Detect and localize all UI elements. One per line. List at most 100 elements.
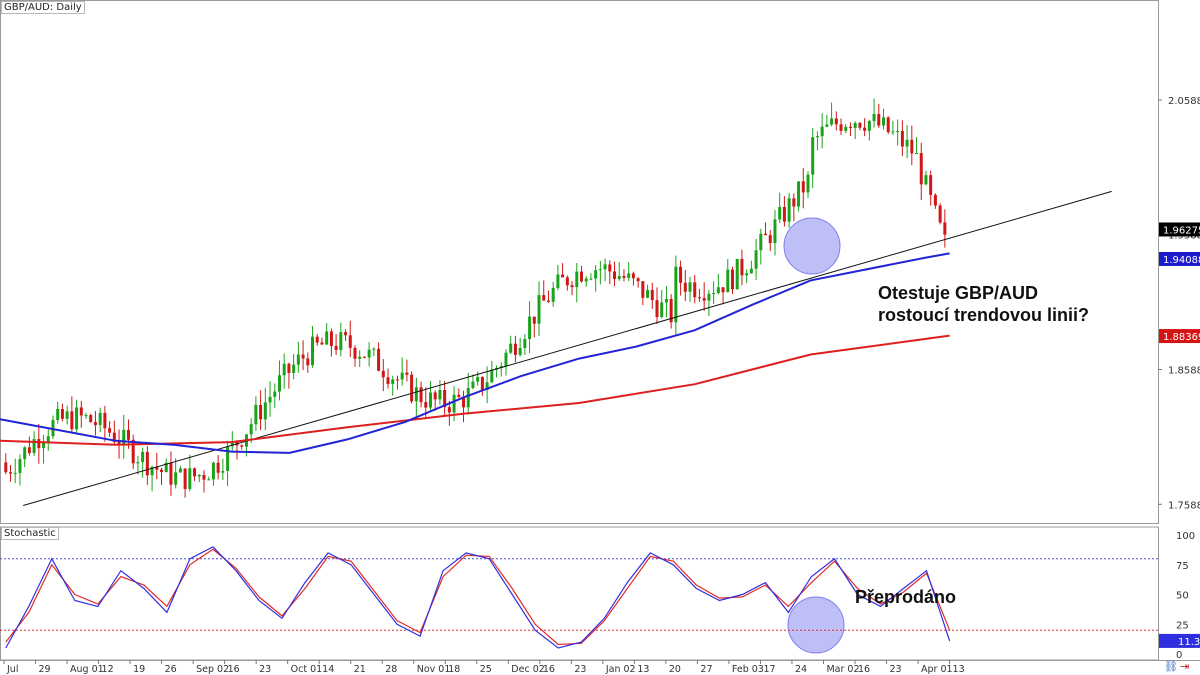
candle-body xyxy=(891,131,895,133)
candle-body xyxy=(178,468,182,473)
candle-body xyxy=(145,451,149,476)
candle-body xyxy=(825,124,829,127)
candle-body xyxy=(688,282,692,292)
candle-body xyxy=(759,233,763,251)
candle-body xyxy=(565,277,569,286)
candle-body xyxy=(848,126,852,128)
time-tick-label: 13 xyxy=(637,664,649,675)
price-tick-label: 2.05888 xyxy=(1168,96,1200,107)
annotation-oversold: Přeprodáno xyxy=(855,587,957,607)
time-tick-label: 16 xyxy=(543,664,555,675)
candle-body xyxy=(679,266,683,283)
candle-body xyxy=(589,278,593,280)
time-tick-label: 16 xyxy=(228,664,240,675)
price-tick-label: 1.75888 xyxy=(1168,500,1200,511)
candle-body xyxy=(188,468,192,489)
candle-body xyxy=(806,174,810,193)
candle-body xyxy=(754,250,758,269)
candle-body xyxy=(594,270,598,279)
stochastic-title: Stochastic xyxy=(1,527,59,540)
candle-body xyxy=(292,364,296,373)
candle-body xyxy=(702,298,706,301)
candle-body xyxy=(697,297,701,299)
link-icon[interactable]: ⛓ xyxy=(1164,661,1178,673)
candle-body xyxy=(164,462,168,473)
candle-body xyxy=(362,356,366,358)
candle-body xyxy=(13,472,17,474)
candle-body xyxy=(249,424,253,435)
candle-body xyxy=(462,396,466,408)
price-label-text: 1.96275 xyxy=(1163,225,1200,236)
stoch-tick-label: 100 xyxy=(1176,531,1195,542)
candle-body xyxy=(660,302,664,318)
candle-body xyxy=(93,422,97,426)
collapse-arrow-icon[interactable]: ⇥ xyxy=(1180,661,1190,673)
candle-body xyxy=(830,118,834,125)
candle-body xyxy=(9,472,13,474)
candle-body xyxy=(613,271,617,280)
candle-body xyxy=(919,153,923,185)
candle-body xyxy=(622,275,626,278)
stoch-tick-label: 50 xyxy=(1176,591,1189,602)
candle-body xyxy=(334,345,338,350)
candle-body xyxy=(183,468,187,489)
candle-body xyxy=(905,139,909,147)
candle-body xyxy=(27,447,31,454)
price-highlight-circle xyxy=(783,217,841,275)
candle-body xyxy=(37,439,41,449)
candle-body xyxy=(108,428,112,433)
candle-body xyxy=(89,415,93,423)
time-tick-label: Sep 02 xyxy=(196,664,229,675)
time-tick-label: 26 xyxy=(165,664,177,675)
time-tick-label: Mar 02 xyxy=(826,664,859,675)
rising-trendline xyxy=(23,190,1112,506)
candle-body xyxy=(513,343,517,355)
candle-body xyxy=(197,474,201,477)
candle-body xyxy=(320,342,324,345)
candle-body xyxy=(254,404,258,425)
candle-body xyxy=(839,124,843,131)
candle-body xyxy=(287,363,291,373)
candle-body xyxy=(325,331,329,345)
candle-body xyxy=(579,271,583,282)
candle-body xyxy=(896,130,900,132)
candle-body xyxy=(395,379,399,381)
candle-body xyxy=(712,293,716,295)
candle-body xyxy=(570,285,574,288)
candle-body xyxy=(263,402,267,420)
candle-body xyxy=(523,338,527,349)
candle-body xyxy=(933,194,937,206)
candle-body xyxy=(339,332,343,350)
candle-body xyxy=(716,287,720,294)
candle-body xyxy=(721,287,725,293)
candle-body xyxy=(381,370,385,378)
candle-body xyxy=(730,269,734,290)
candle-body xyxy=(575,271,579,288)
candle-body xyxy=(75,407,79,430)
candle-body xyxy=(400,372,404,380)
candle-body xyxy=(79,407,83,416)
candle-body xyxy=(32,439,36,454)
time-tick-label: 20 xyxy=(669,664,681,675)
candle-body xyxy=(844,126,848,131)
candle-body xyxy=(650,289,654,301)
stoch-tick-label: 25 xyxy=(1176,620,1189,631)
candle-body xyxy=(348,335,352,348)
candle-body xyxy=(811,137,815,175)
candle-body xyxy=(858,123,862,128)
stoch-tick-label: 75 xyxy=(1176,561,1189,572)
candle-body xyxy=(141,451,145,463)
time-tick-label: Jul xyxy=(6,664,18,675)
candle-body xyxy=(664,298,668,303)
candle-body xyxy=(419,387,423,403)
candle-body xyxy=(306,358,310,366)
candle-body xyxy=(18,459,22,473)
candle-body xyxy=(405,372,409,375)
price-label-text: 1.94088 xyxy=(1163,255,1200,266)
time-tick-label: 27 xyxy=(700,664,712,675)
candle-body xyxy=(358,356,362,359)
candle-body xyxy=(84,415,88,417)
candle-body xyxy=(471,381,475,388)
